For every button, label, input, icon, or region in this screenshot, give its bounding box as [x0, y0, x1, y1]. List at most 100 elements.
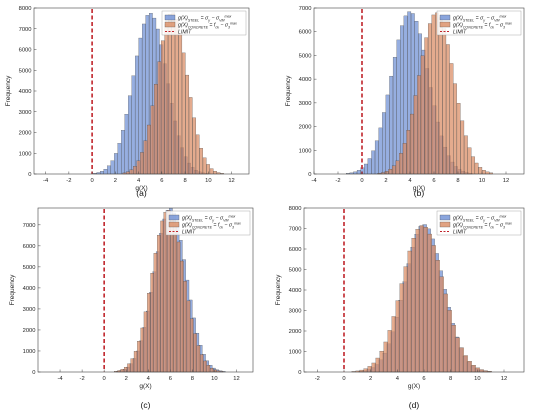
- bar-2-25: [451, 324, 456, 373]
- bar-2-8: [150, 105, 155, 175]
- bar-2-30: [485, 171, 490, 175]
- subplot-3: 0 1000 2000 3000 4000 5000 6000 7000 -4 -2 0 2 4 6 8 10…: [9, 207, 254, 410]
- bar-2-27: [459, 347, 464, 373]
- bar-2-17: [438, 17, 443, 175]
- y-tick-label: 3000: [299, 101, 312, 107]
- series-2-bars: [351, 225, 492, 373]
- y-tick-label: 5000: [289, 268, 302, 274]
- x-tick-label: -4: [57, 376, 63, 382]
- bar-2-15: [174, 19, 179, 175]
- bar-2-10: [391, 316, 396, 373]
- x-axis-label: g(X): [413, 185, 425, 192]
- bar-2-28: [478, 167, 483, 175]
- bar-2-20: [449, 63, 454, 175]
- y-tick-label: 3000: [23, 307, 36, 313]
- bar-1-13: [392, 57, 397, 175]
- x-tick-label: -4: [43, 178, 49, 184]
- y-tick-label: 2000: [23, 328, 36, 334]
- legend-label-3: LIMIT: [178, 29, 192, 35]
- legend-label-3: LIMIT: [453, 229, 467, 235]
- bar-2-12: [420, 55, 425, 175]
- bar-2-9: [387, 330, 392, 373]
- bar-2-5: [130, 358, 135, 373]
- subplot-label: (d): [409, 400, 420, 410]
- bar-2-18: [423, 227, 428, 373]
- bar-1-9: [378, 127, 383, 175]
- bar-2-30: [471, 365, 476, 373]
- legend-box: [165, 210, 251, 236]
- x-tick-label: 0: [342, 376, 345, 382]
- x-tick-label: 6: [432, 178, 435, 184]
- x-tick-label: -2: [315, 376, 320, 382]
- bar-2-4: [391, 165, 396, 175]
- y-tick-label: 1000: [19, 151, 32, 157]
- legend-label-2: g(X)CONCRETE = fck − σ3max: [453, 221, 512, 229]
- bar-1-11: [131, 75, 136, 175]
- x-tick-label: -2: [80, 376, 85, 382]
- x-tick-label: 6: [422, 376, 425, 382]
- axes-frame: [37, 207, 254, 373]
- bar-2-29: [481, 170, 486, 175]
- bar-2-23: [460, 120, 465, 175]
- x-tick-label: -4: [311, 178, 317, 184]
- bar-2-18: [185, 74, 190, 175]
- bar-1-5: [110, 160, 115, 175]
- legend-swatch-2: [164, 21, 176, 28]
- legend-swatch-2: [439, 21, 451, 28]
- bar-2-15: [411, 238, 416, 373]
- bar-2-14: [427, 23, 432, 175]
- bar-2-16: [415, 229, 420, 373]
- x-tick-label: 4: [137, 178, 141, 184]
- bar-2-6: [143, 140, 148, 175]
- bar-2-17: [170, 214, 174, 373]
- y-axis-label: Frequency: [275, 274, 282, 305]
- bar-2-16: [178, 33, 183, 175]
- bar-2-21: [435, 260, 440, 373]
- bar-2-4: [367, 366, 372, 373]
- y-tick-label: 2000: [19, 131, 32, 137]
- bar-2-7: [147, 124, 151, 175]
- x-tick-label: 10: [479, 178, 485, 184]
- bar-2-14: [171, 12, 176, 175]
- bar-2-9: [409, 113, 414, 175]
- bar-2-20: [180, 260, 184, 373]
- legend-label-1: g(X)STEEL = σy − σVMmax: [182, 214, 235, 222]
- bar-2-6: [133, 351, 138, 373]
- y-tick-label: 8000: [19, 6, 32, 12]
- bar-2-6: [375, 357, 380, 373]
- bar-2-11: [417, 75, 421, 175]
- bar-2-11: [161, 40, 165, 175]
- bar-2-15: [431, 14, 436, 175]
- bar-2-8: [383, 341, 388, 373]
- bar-1-8: [374, 140, 379, 175]
- y-tick-label: 4000: [19, 89, 32, 95]
- x-tick-label: 8: [449, 376, 452, 382]
- y-tick-label: 8000: [289, 206, 302, 212]
- bar-2-14: [407, 250, 412, 373]
- bar-2-8: [140, 327, 144, 373]
- x-tick-label: 12: [501, 376, 507, 382]
- bar-2-24: [463, 135, 468, 175]
- y-tick-label: 7000: [299, 6, 312, 12]
- bar-1-7: [371, 150, 376, 175]
- legend-label-1: g(X)STEEL = σy − σVMmax: [453, 14, 506, 22]
- x-tick-label: 10: [205, 178, 211, 184]
- y-tick-label: 4000: [23, 286, 36, 292]
- series-2-bars: [122, 12, 224, 175]
- subplot-label: (a): [136, 188, 147, 198]
- y-tick-label: 0: [308, 172, 311, 178]
- x-axis-label: g(X): [139, 383, 151, 390]
- bar-1-8: [121, 130, 125, 175]
- y-tick-label: 0: [298, 370, 301, 376]
- x-tick-label: 4: [396, 376, 400, 382]
- y-tick-label: 2000: [289, 329, 302, 335]
- bar-1-11: [385, 94, 390, 175]
- bar-1-10: [382, 112, 386, 175]
- x-tick-label: 2: [369, 376, 372, 382]
- y-axis-label: Frequency: [9, 274, 16, 305]
- bar-2-21: [195, 134, 200, 175]
- bar-2-7: [402, 143, 407, 175]
- bar-2-27: [203, 360, 207, 373]
